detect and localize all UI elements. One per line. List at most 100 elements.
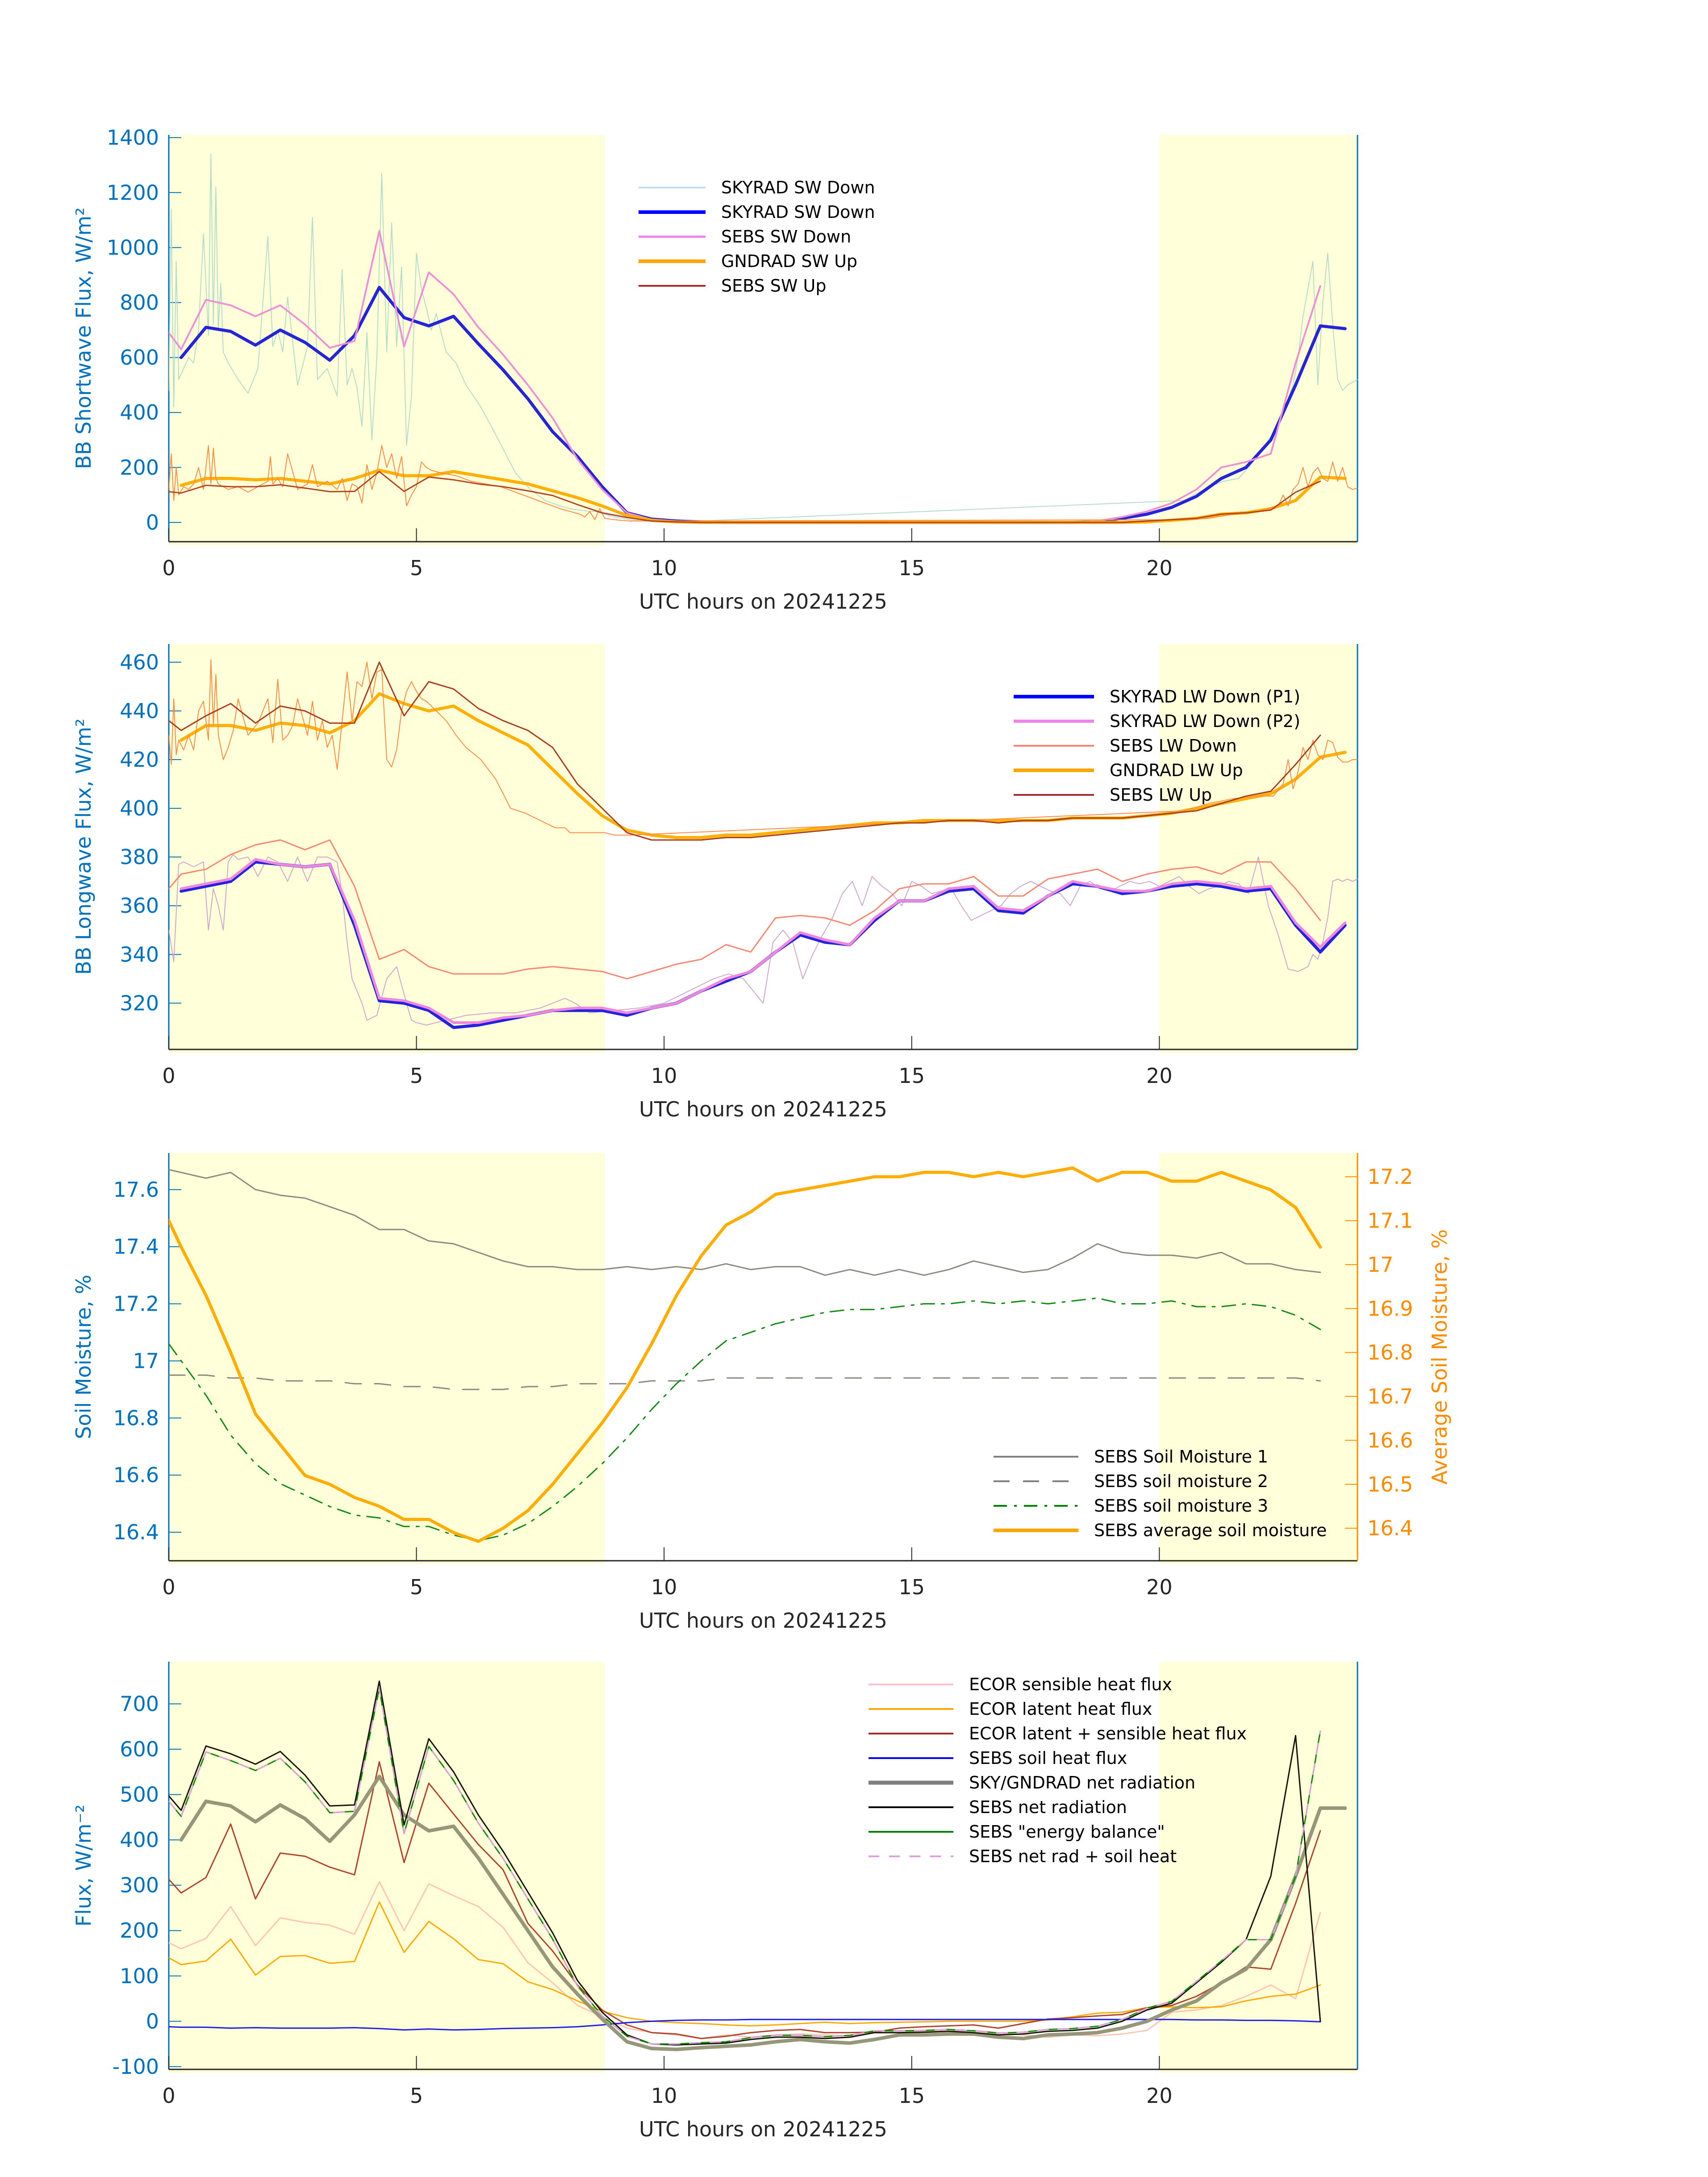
y-tick-label: 460 [120,650,159,674]
daylight-shading [1159,644,1357,1053]
daylight-shading [169,1153,605,1564]
y-tick-label: 0 [146,510,159,535]
y-axis-label: Soil Moisture, % [71,1274,96,1439]
x-tick-label: 10 [651,1575,677,1599]
y-right-tick-label: 17 [1367,1253,1394,1277]
series-line-sebs-sw-up [169,471,1321,523]
series-line-sebs-lw-up [169,661,1321,841]
chart-panel-longwave: 0 5 10 15 20 UTC hours on 20241225 320 340 360 38… [71,644,1358,1121]
y-right-axis-label: Average Soil Moisture, % [1428,1229,1452,1485]
legend-entry: ECOR latent + sensible heat flux [969,1724,1247,1743]
y-tick-label: 17.6 [113,1178,159,1202]
y-tick-label: 700 [120,1692,159,1716]
legend-entry: SKYRAD SW Down [721,202,875,222]
x-tick-label: 5 [410,1064,423,1088]
x-tick-label: 15 [898,1575,925,1599]
series-line-gndrad-lw-up-high-res [169,659,1357,836]
series-group [169,659,1357,1029]
y-tick-label: 16.6 [113,1463,159,1487]
y-axis-label: Flux, W/m⁻² [71,1805,96,1926]
series-line-sebs-lw-down [169,839,1321,980]
x-tick-label: 20 [1146,556,1173,580]
chart-panel-shortwave: 0 5 10 15 20 UTC hours on 20241225 0 200 400 600 8… [71,125,1358,614]
series-line-sebs-soil-moisture-3 [169,1297,1321,1542]
y-right-tick-label: 17.2 [1367,1165,1413,1189]
y-right-tick-label: 16.9 [1367,1296,1413,1320]
legend-entry: SEBS soil moisture 2 [1094,1471,1268,1491]
x-tick-label: 20 [1146,1575,1173,1599]
y-tick-label: 200 [120,1918,159,1943]
y-tick-label: 17.4 [113,1235,159,1259]
y-tick-label: 16.4 [113,1520,159,1544]
legend-entry: ECOR sensible heat flux [969,1675,1172,1694]
legend-entry: SEBS net rad + soil heat [969,1847,1177,1866]
x-tick-label: 5 [410,2084,423,2108]
x-tick-label: 5 [410,556,423,580]
y-tick-label: 400 [120,401,159,425]
x-tick-label: 5 [410,1575,423,1599]
y-axis-label: BB Shortwave Flux, W/m² [71,207,96,469]
y-tick-label: 380 [120,845,159,869]
series-group [169,1166,1322,1543]
series-line-ecor-latent-sensible-heat-flux [169,1761,1321,2039]
y-tick-label: 340 [120,942,159,966]
series-group [169,154,1357,524]
series-line-ecor-latent-heat-flux [169,1901,1321,2027]
x-tick-label: 15 [898,556,925,580]
legend-entry: SEBS Soil Moisture 1 [1094,1447,1268,1467]
daylight-shading [1159,135,1357,545]
y-tick-label: 300 [120,1873,159,1897]
y-tick-label: 1200 [107,180,159,205]
series-line-sebs-net-radiation [169,1680,1321,2046]
legend-entry: GNDRAD SW Up [721,251,857,271]
x-axis-label: UTC hours on 20241225 [639,1609,887,1633]
x-tick-label: 10 [651,1064,677,1088]
x-tick-label: 15 [898,2084,925,2108]
x-tick-label: 0 [162,1575,175,1599]
legend-entry: ECOR latent heat flux [969,1699,1152,1719]
legend-entry: SKYRAD LW Down (P1) [1110,687,1300,706]
x-tick-label: 0 [162,556,175,580]
y-tick-label: 360 [120,894,159,918]
series-group [169,1680,1347,2052]
y-tick-label: 17 [133,1349,159,1373]
daylight-shading [1159,1153,1357,1564]
y-tick-label: 440 [120,699,159,723]
legend-entry: SEBS LW Down [1110,736,1237,756]
x-axis-label: UTC hours on 20241225 [639,1097,887,1121]
y-tick-label: 16.8 [113,1406,159,1430]
y-right-tick-label: 16.6 [1367,1428,1413,1452]
y-tick-label: 800 [120,290,159,314]
series-line-sebs-soil-moisture-1 [169,1169,1321,1276]
legend-entry: SEBS soil moisture 3 [1094,1496,1268,1516]
y-tick-label: 420 [120,748,159,772]
chart-panel-soil-moisture: 0 5 10 15 20 UTC hours on 20241225 16.4 16.6 16.… [71,1153,1452,1633]
series-line-ecor-sensible-heat-flux [169,1881,1321,2039]
legend-entry: SEBS SW Down [721,227,851,247]
y-tick-label: 200 [120,455,159,480]
y-tick-label: 0 [146,2009,159,2033]
y-right-tick-label: 16.7 [1367,1384,1413,1408]
y-tick-label: 1000 [107,235,159,259]
legend-entry: SEBS soil heat flux [969,1748,1127,1768]
x-tick-label: 15 [898,1064,925,1088]
series-line-sebs-average-soil-moisture [169,1166,1322,1543]
legend-entry: SEBS average soil moisture [1094,1521,1327,1540]
y-right-tick-label: 16.4 [1367,1516,1413,1540]
y-axis-label: BB Longwave Flux, W/m² [71,719,96,975]
x-tick-label: 0 [162,2084,175,2108]
y-tick-label: 100 [120,1964,159,1988]
legend-entry: SEBS LW Up [1110,785,1212,805]
y-tick-label: 500 [120,1783,159,1807]
y-tick-label: 600 [120,1737,159,1761]
legend-entry: SKYRAD LW Down (P2) [1110,711,1300,731]
x-axis-label: UTC hours on 20241225 [639,589,887,614]
series-line-sebs-net-rad-soil-heat [169,1688,1321,2045]
y-tick-label: 600 [120,346,159,370]
x-tick-label: 20 [1146,1064,1173,1088]
legend-entry: GNDRAD LW Up [1110,760,1243,780]
series-line-sebs-soil-moisture-2 [169,1374,1321,1390]
y-tick-label: 400 [120,796,159,820]
